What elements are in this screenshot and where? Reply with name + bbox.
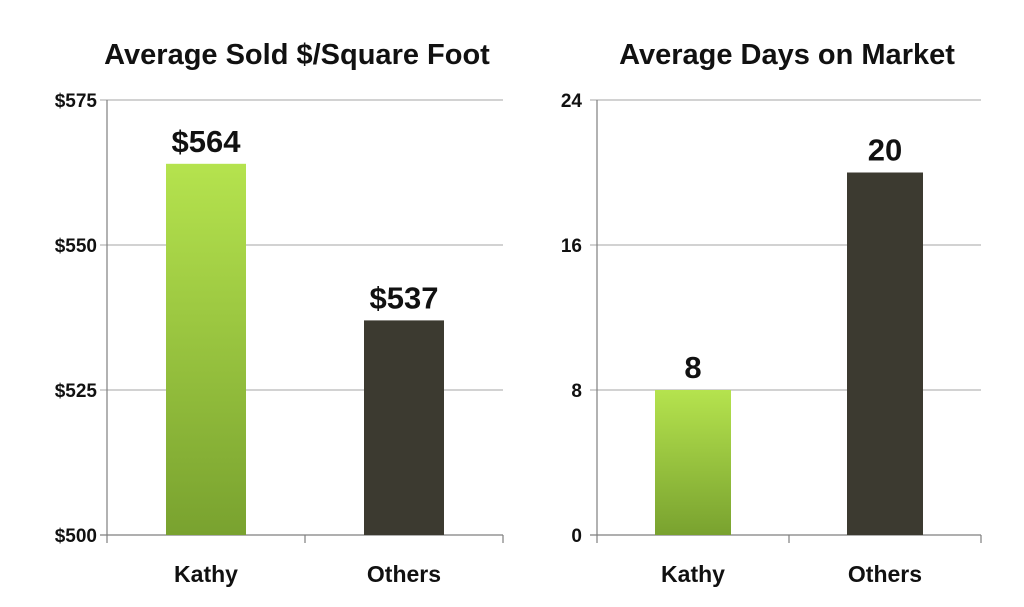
bar-others [364,320,444,535]
category-label: Kathy [174,561,238,587]
y-tick-label: 24 [561,91,583,112]
category-label: Others [848,561,922,587]
category-label: Others [367,561,441,587]
data-label: $564 [172,124,242,159]
data-label: 20 [868,133,902,168]
chart-title: Average Sold $/Square Foot [104,39,490,71]
chart-avg-days-on-market: Average Days on Market 0 8 16 24 8 Kathy 20 Oth… [561,39,982,587]
bar-others [847,172,923,535]
bar-kathy [166,163,246,536]
y-tick-label: 8 [571,381,582,402]
chart-avg-sold-price: Average Sold $/Square Foot $500 $525 $550 $… [55,39,504,587]
y-tick-label: $500 [55,526,97,547]
data-label: $537 [370,280,439,315]
y-tick-label: $550 [55,236,97,257]
chart-title: Average Days on Market [619,39,955,71]
y-tick-label: $525 [55,381,98,402]
category-label: Kathy [661,561,725,587]
y-tick-label: 16 [561,236,582,257]
bar-kathy [655,390,731,535]
y-tick-label: 0 [571,526,582,547]
data-label: 8 [684,350,701,385]
y-tick-label: $575 [55,91,98,112]
